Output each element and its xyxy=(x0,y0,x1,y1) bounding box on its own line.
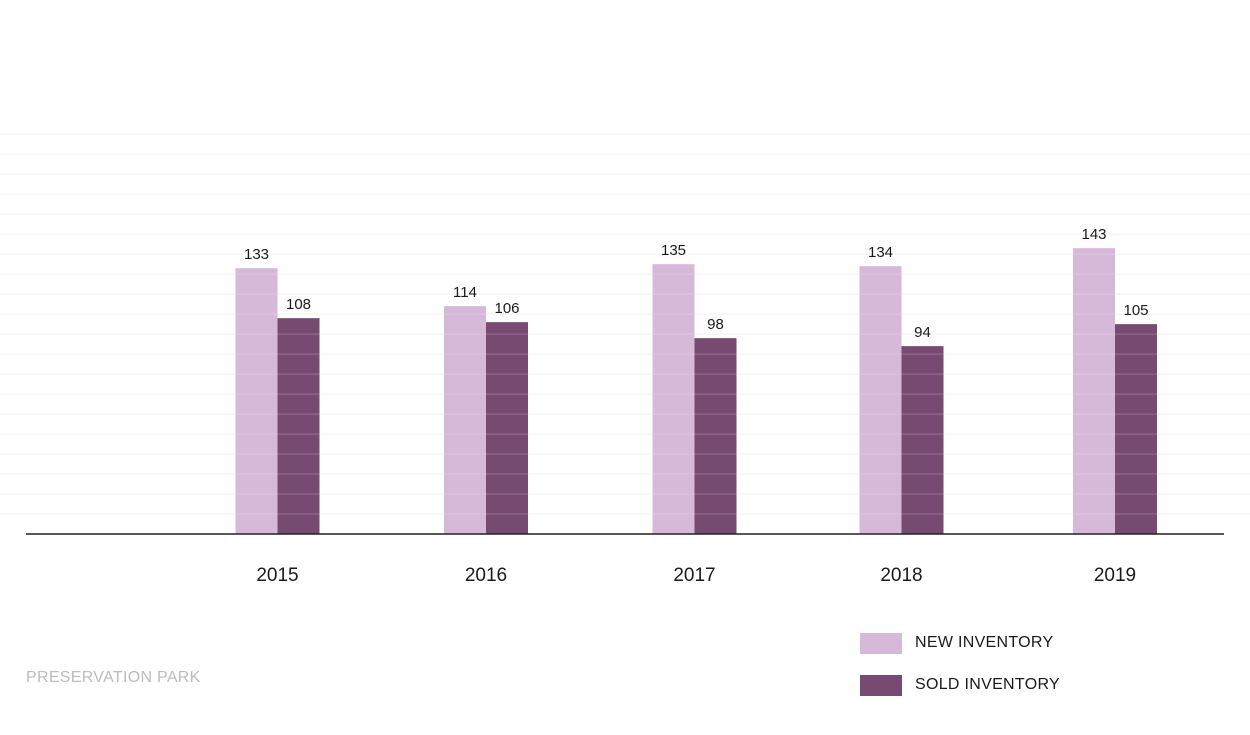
x-tick-label-2016: 2016 xyxy=(465,565,507,586)
legend-label-new: NEW INVENTORY xyxy=(915,634,1054,651)
footer-source-label: PRESERVATION PARK xyxy=(26,669,201,686)
legend-item-sold: SOLD INVENTORY xyxy=(860,664,1060,706)
legend-item-new: NEW INVENTORY xyxy=(860,622,1060,664)
value-label-sold-2018: 94 xyxy=(914,324,931,341)
data-labels: 133 108 114 106 135 98 134 94 143 105 xyxy=(244,226,1149,341)
value-label-sold-2017: 98 xyxy=(707,316,724,333)
bar-new-2019 xyxy=(1073,248,1115,534)
bar-sold-2017 xyxy=(694,338,737,534)
value-label-sold-2015: 108 xyxy=(286,296,311,313)
gridlines xyxy=(0,133,1250,515)
bar-new-2015 xyxy=(235,268,278,534)
value-label-new-2016: 114 xyxy=(453,284,477,301)
x-tick-labels: 2015 2016 2017 2018 2019 xyxy=(256,565,1136,586)
bars xyxy=(235,248,1157,534)
x-tick-label-2015: 2015 xyxy=(256,565,298,586)
value-label-new-2015: 133 xyxy=(244,246,269,263)
legend-swatch-new xyxy=(860,632,902,654)
x-tick-label-2018: 2018 xyxy=(880,565,922,586)
x-tick-label-2019: 2019 xyxy=(1094,565,1136,586)
value-label-sold-2019: 105 xyxy=(1123,302,1148,319)
bar-sold-2015 xyxy=(277,318,320,534)
bar-sold-2019 xyxy=(1115,324,1157,534)
value-label-new-2019: 143 xyxy=(1081,226,1106,243)
bar-new-2018 xyxy=(859,266,902,534)
bar-sold-2018 xyxy=(901,346,944,534)
bar-new-2016 xyxy=(444,306,486,534)
legend-swatch-sold xyxy=(860,674,902,696)
x-tick-label-2017: 2017 xyxy=(673,565,715,586)
legend-label-sold: SOLD INVENTORY xyxy=(915,676,1060,693)
value-label-new-2018: 134 xyxy=(868,244,893,261)
bar-sold-2016 xyxy=(486,322,528,534)
value-label-new-2017: 135 xyxy=(661,242,686,259)
value-label-sold-2016: 106 xyxy=(494,300,519,317)
bar-new-2017 xyxy=(652,264,695,534)
legend: NEW INVENTORY SOLD INVENTORY xyxy=(860,622,1060,706)
